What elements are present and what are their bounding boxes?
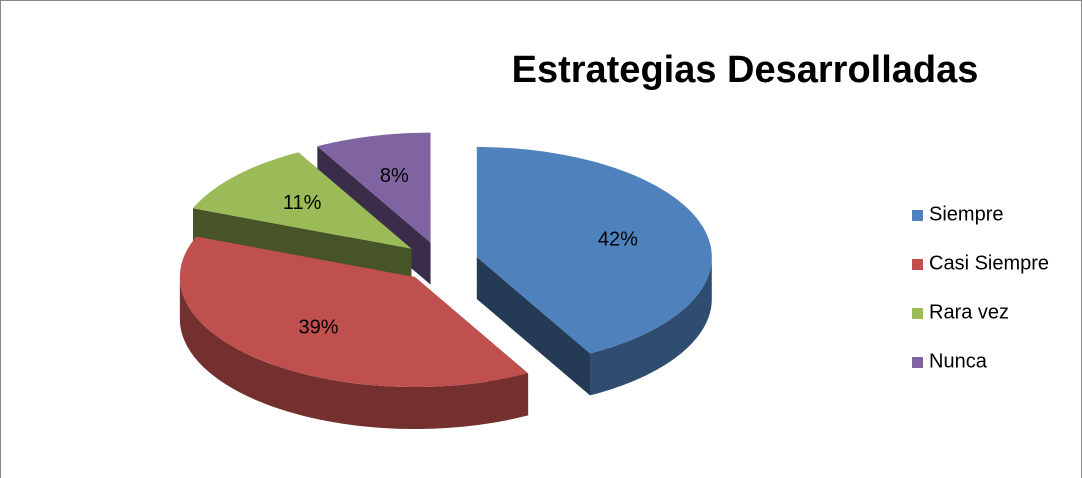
data-label: 11%	[283, 192, 322, 214]
chart-title: Estrategias Desarrolladas	[512, 49, 979, 91]
legend-swatch	[912, 357, 923, 368]
slice-side	[476, 257, 591, 396]
data-label: 42%	[598, 228, 638, 250]
slice	[317, 132, 431, 243]
data-label: 39%	[299, 316, 339, 338]
legend-label: Casi Siempre	[929, 252, 1049, 274]
legend-label: Rara vez	[929, 301, 1009, 323]
slice-wall	[590, 257, 712, 396]
legend-swatch	[912, 308, 923, 319]
slice-wall	[179, 277, 529, 430]
legend-swatch	[912, 210, 923, 221]
legend-label: Nunca	[929, 350, 988, 372]
slice	[179, 236, 529, 388]
data-label: 8%	[380, 165, 409, 187]
slice	[476, 147, 712, 354]
legend-swatch	[912, 259, 923, 270]
slice	[192, 152, 412, 249]
legend-label: Siempre	[929, 203, 1003, 225]
